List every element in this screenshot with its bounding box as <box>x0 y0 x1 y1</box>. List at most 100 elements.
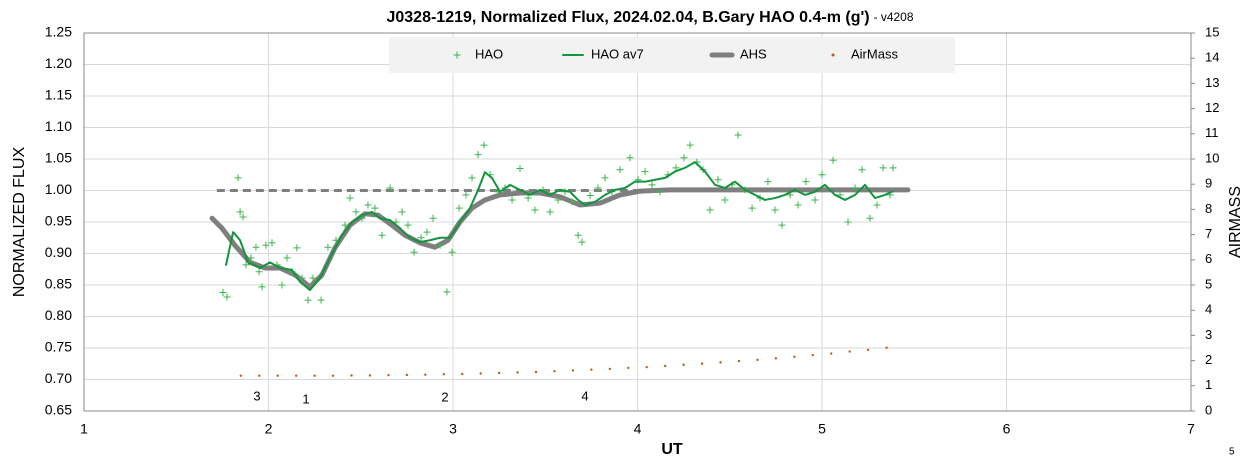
data-point <box>258 283 266 291</box>
title-suffix: - v4208 <box>874 10 914 24</box>
annotation: 3 <box>253 388 260 403</box>
data-point <box>889 164 897 172</box>
data-point <box>866 214 874 222</box>
data-point <box>443 288 451 296</box>
data-point <box>386 184 394 192</box>
data-point <box>247 254 255 262</box>
y2-tick-label: 4 <box>1205 302 1212 317</box>
y-tick-label: 0.95 <box>45 213 72 229</box>
y2-tick-label: 13 <box>1205 75 1219 90</box>
data-point <box>341 221 349 229</box>
y-tick-label: 0.80 <box>45 307 72 323</box>
data-point <box>480 141 488 149</box>
footer: 5 <box>1229 447 1235 458</box>
data-point <box>346 194 354 202</box>
data-point <box>294 374 298 377</box>
data-point <box>774 357 778 360</box>
data-point <box>239 374 243 377</box>
data-point <box>423 228 431 236</box>
data-point <box>553 369 556 373</box>
x-tick-label: 5 <box>818 421 826 437</box>
data-point <box>468 174 476 182</box>
x-tick-label: 4 <box>634 421 642 437</box>
y2-tick-label: 8 <box>1205 201 1212 216</box>
data-point <box>317 296 325 304</box>
y2-tick-label: 6 <box>1205 251 1212 266</box>
data-point <box>516 164 524 172</box>
data-point <box>811 353 814 357</box>
data-point <box>474 151 482 159</box>
data-point <box>879 164 887 172</box>
data-point <box>293 244 301 252</box>
data-point <box>590 368 593 371</box>
data-point <box>858 166 866 174</box>
data-point <box>645 365 648 369</box>
y-tick-label: 0.75 <box>45 339 72 355</box>
data-point <box>262 241 270 249</box>
data-point <box>719 361 722 364</box>
data-point <box>368 374 372 377</box>
data-point <box>283 254 291 262</box>
data-point <box>508 196 516 204</box>
y-tick-label: 0.90 <box>45 244 72 260</box>
data-point <box>298 274 306 282</box>
y2-tick-label: 9 <box>1205 176 1212 191</box>
data-point <box>811 196 819 204</box>
data-point <box>627 366 630 370</box>
data-point <box>239 213 247 221</box>
series-line <box>209 187 911 290</box>
data-point <box>608 367 612 371</box>
legend-label: AirMass <box>851 46 898 61</box>
legend-label: AHS <box>740 46 767 61</box>
data-point <box>737 359 741 363</box>
data-point <box>656 188 664 196</box>
y-tick-label: 1.00 <box>45 181 72 197</box>
data-point <box>410 248 418 256</box>
data-point <box>778 221 786 229</box>
y2-tick-label: 15 <box>1205 24 1219 39</box>
data-point <box>404 221 412 229</box>
data-point <box>682 363 685 367</box>
data-point <box>479 372 482 375</box>
data-point <box>546 208 554 216</box>
data-point <box>436 241 444 249</box>
data-point <box>641 168 649 176</box>
data-point <box>223 293 231 301</box>
annotation: 2 <box>441 389 448 404</box>
data-point <box>616 166 624 174</box>
data-point <box>734 131 742 139</box>
data-point <box>594 184 602 192</box>
data-point <box>516 371 519 374</box>
data-point <box>378 231 386 239</box>
data-point <box>524 194 532 202</box>
data-point <box>554 196 562 204</box>
x-tick-label: 2 <box>265 421 273 437</box>
y-tick-label: 1.25 <box>45 24 72 40</box>
y2-axis-label: AIRMASS <box>1227 186 1244 258</box>
data-point <box>851 184 859 192</box>
y-tick-label: 1.20 <box>45 55 72 71</box>
data-point <box>830 352 833 355</box>
data-point <box>844 218 852 226</box>
data-point <box>497 371 501 375</box>
legend-label: HAO <box>475 46 503 61</box>
data-point <box>371 204 379 212</box>
data-point <box>574 231 582 239</box>
x-tick-label: 6 <box>1003 421 1011 437</box>
y-tick-label: 1.05 <box>45 150 72 166</box>
data-point <box>236 208 244 216</box>
y2-tick-label: 10 <box>1205 150 1219 165</box>
data-point <box>680 154 688 162</box>
data-point <box>331 374 335 377</box>
data-point <box>324 243 332 251</box>
data-point <box>714 176 722 184</box>
data-point <box>648 181 656 189</box>
legend-label: HAO av7 <box>591 46 644 61</box>
data-point <box>309 274 317 282</box>
data-point <box>352 208 360 216</box>
data-point <box>848 350 851 353</box>
data-point <box>721 196 729 204</box>
y-tick-label: 0.85 <box>45 276 72 292</box>
data-point <box>350 374 353 377</box>
y-axis-label: NORMALIZED FLUX <box>11 147 28 298</box>
